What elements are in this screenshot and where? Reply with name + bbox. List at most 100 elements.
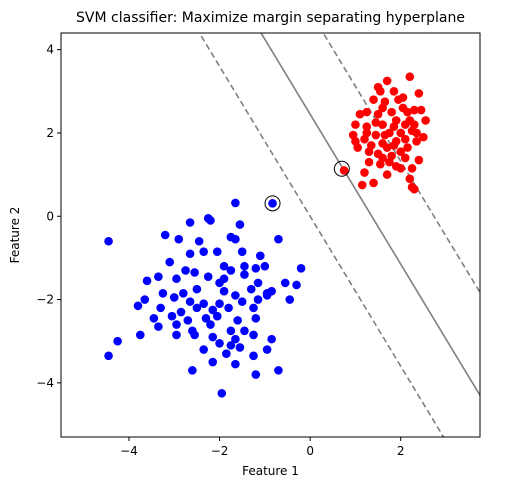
support-vectors-layer (264, 160, 350, 212)
scatter-point (351, 136, 360, 146)
chart-title: SVM classifier: Maximize margin separati… (76, 10, 465, 26)
scatter-point (142, 276, 152, 286)
scatter-point (339, 166, 349, 175)
scatter-point (133, 301, 143, 311)
scatter-point (154, 322, 163, 331)
x-tick-label: 0 (306, 444, 314, 458)
scatter-point (206, 320, 215, 329)
scatter-point (357, 180, 367, 190)
scatter-point (240, 270, 249, 279)
scatter-point (181, 266, 190, 275)
scatter-point (414, 89, 424, 98)
scatter-point (274, 366, 283, 375)
scatter-point (208, 357, 218, 367)
scatter-point (104, 351, 113, 361)
scatter-point (296, 264, 306, 273)
scatter-point (360, 168, 369, 177)
scatter-point (376, 87, 385, 96)
x-tick-label: 2 (397, 444, 405, 458)
scatter-point (280, 278, 290, 288)
scatter-point (203, 272, 213, 281)
scatter-point (233, 316, 242, 325)
scatter-point (421, 116, 430, 125)
scatter-point (251, 313, 261, 323)
scatter-point (199, 299, 208, 309)
scatter-point (231, 334, 240, 344)
scatter-point (251, 370, 261, 379)
scatter-point (378, 153, 387, 163)
scatter-point (351, 120, 360, 129)
scatter-point (253, 295, 263, 304)
scatter-point (355, 109, 365, 119)
scatter-point (199, 247, 208, 256)
scatter-point (389, 87, 399, 96)
scatter-point (364, 157, 374, 167)
scatter-point (373, 109, 383, 119)
scatter-point (267, 334, 276, 344)
scatter-point (400, 134, 410, 144)
scatter-point (260, 261, 270, 271)
scatter-point (391, 136, 401, 146)
scatter-point (253, 278, 263, 288)
scatter-point (262, 345, 272, 354)
scatter-point (212, 311, 222, 321)
scatter-point (167, 311, 177, 321)
scatter-point (231, 234, 240, 244)
scatter-point (419, 132, 428, 142)
scatter-point (140, 295, 150, 304)
scatter-point (362, 122, 372, 132)
scatter-point (412, 128, 421, 138)
scatter-point (154, 272, 163, 281)
y-tick-label: −4 (36, 376, 54, 390)
scatter-point (174, 234, 184, 244)
scatter-point (224, 303, 233, 313)
scatter-point (172, 274, 181, 284)
scatter-point (414, 155, 424, 165)
scatter-point (251, 264, 261, 273)
scatter-point (226, 341, 236, 350)
scatter-point (405, 72, 415, 82)
scatter-point (396, 164, 406, 173)
scatter-point (380, 130, 390, 140)
scatter-point (231, 291, 240, 300)
scatter-point (292, 280, 301, 290)
x-axis-ticks: −4 −2 0 2 (120, 437, 405, 458)
scatter-point (135, 330, 145, 340)
scatter-point (194, 236, 204, 246)
scatter-point (256, 251, 265, 261)
scatter-point (378, 120, 387, 129)
scatter-point (268, 199, 277, 208)
scatter-point (156, 303, 165, 313)
scatter-point (410, 184, 419, 194)
scatter-point (382, 170, 392, 179)
x-axis-label: Feature 1 (242, 464, 299, 478)
scatter-point (183, 316, 193, 325)
scatter-point (199, 345, 208, 354)
scatter-point (190, 268, 199, 277)
support-vector-marker (333, 160, 350, 177)
scatter-point (219, 286, 229, 296)
scatter-point (274, 234, 283, 244)
scatter-point (169, 293, 179, 302)
scatter-point (226, 266, 236, 275)
scatter-point (249, 303, 258, 313)
scatter-point (192, 284, 202, 294)
scatter-point (237, 297, 247, 306)
scatter-point (371, 118, 381, 127)
scatter-point (235, 220, 245, 229)
scatter-point (113, 336, 122, 346)
scatter-point (382, 143, 392, 152)
scatter-point (403, 143, 412, 152)
scatter-point (387, 107, 396, 117)
scatter-point (206, 216, 215, 225)
plot-frame (60, 32, 481, 438)
scatter-point (412, 136, 421, 146)
scatter-point (362, 128, 372, 138)
scatter-point (231, 198, 240, 208)
scatter-point (165, 257, 175, 267)
scatter-point (246, 284, 256, 294)
scatter-point (172, 330, 181, 340)
scatter-point (212, 247, 222, 256)
